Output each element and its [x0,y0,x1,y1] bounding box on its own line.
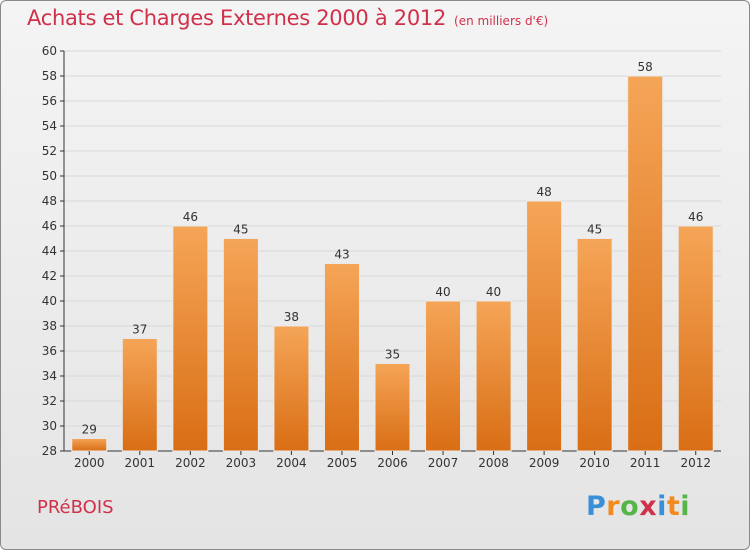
proxiti-logo: Proxiti [586,491,690,522]
y-tick-label: 28 [42,444,57,458]
y-tick-label: 48 [42,194,57,208]
chart-title: Achats et Charges Externes 2000 à 2012 (e… [27,6,548,30]
x-tick-label: 2007 [428,456,459,470]
bar [425,300,462,452]
bar-value-label: 40 [435,285,450,299]
bar [374,363,411,452]
logo-letter: o [620,491,640,522]
chart-title-main: Achats et Charges Externes 2000 à 2012 [27,6,447,30]
logo-letter: t [666,491,681,522]
bar-value-label: 43 [334,248,349,262]
x-tick-label: 2001 [125,456,156,470]
y-tick-label: 42 [42,269,57,283]
bar [627,75,664,452]
bar [71,438,108,452]
x-tick-label: 2003 [226,456,257,470]
bar [172,225,209,452]
y-tick-label: 58 [42,69,57,83]
logo-letter: i [680,491,691,522]
bar [475,300,512,452]
bar [121,338,158,452]
bar-value-label: 58 [638,60,653,74]
bar [526,200,563,452]
logo-letter: i [657,491,667,522]
bar [576,238,613,452]
y-tick-label: 54 [42,119,57,133]
logo-letter: x [639,491,658,522]
y-tick-label: 32 [42,394,57,408]
bar-value-label: 46 [183,210,198,224]
bar-value-label: 37 [132,323,147,337]
y-tick-label: 50 [42,169,57,183]
y-tick-label: 44 [42,244,57,258]
bar [273,325,310,452]
x-tick-label: 2009 [529,456,560,470]
y-tick-label: 30 [42,419,57,433]
x-tick-label: 2002 [175,456,206,470]
x-tick-label: 2004 [276,456,307,470]
y-tick-label: 34 [42,369,57,383]
y-tick-label: 56 [42,94,57,108]
logo-letter: r [606,491,621,522]
bar-value-label: 35 [385,348,400,362]
place-name: PRéBOIS [37,497,114,518]
x-tick-label: 2010 [579,456,610,470]
bar-value-label: 45 [233,223,248,237]
y-tick-label: 52 [42,144,57,158]
x-tick-label: 2005 [327,456,358,470]
bar [222,238,259,452]
x-tick-label: 2000 [74,456,105,470]
x-tick-label: 2011 [630,456,661,470]
bar-value-label: 40 [486,285,501,299]
x-tick-label: 2012 [680,456,711,470]
bar [677,225,714,452]
logo-letter: P [586,491,607,522]
bar-value-label: 48 [536,185,551,199]
x-tick-label: 2008 [478,456,509,470]
bar-value-label: 38 [284,310,299,324]
chart-title-unit: (en milliers d'€) [454,14,549,28]
y-tick-label: 36 [42,344,57,358]
y-tick-label: 60 [42,44,57,58]
y-tick-label: 46 [42,219,57,233]
x-tick-label: 2006 [377,456,408,470]
y-tick-label: 38 [42,319,57,333]
bar-value-label: 29 [82,423,97,437]
bar-value-label: 45 [587,223,602,237]
bar-value-label: 46 [688,210,703,224]
bar [323,263,360,452]
y-tick-label: 40 [42,294,57,308]
